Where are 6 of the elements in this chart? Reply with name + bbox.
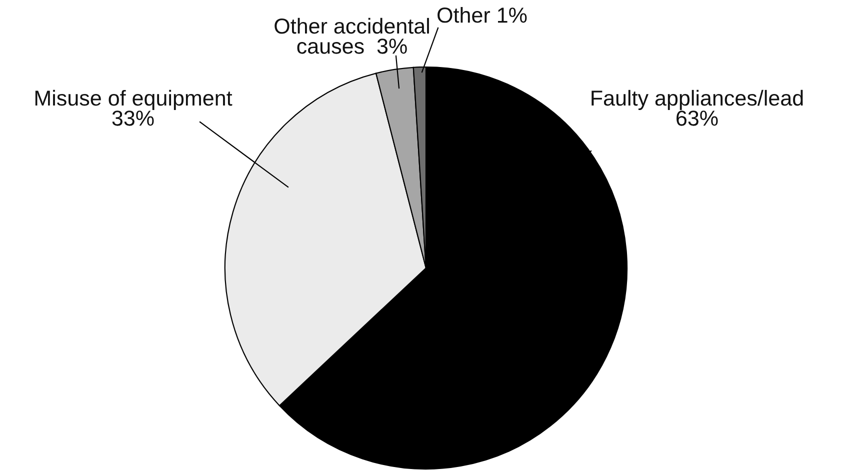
- slice-label: Faulty appliances/lead: [592, 90, 803, 110]
- slice-label: Misuse of equipment: [35, 90, 232, 110]
- slice-label: Other accidental causes 3%: [274, 18, 429, 54]
- slice-label: Other 1%: [438, 6, 527, 23]
- data-label: 63%: [676, 110, 718, 126]
- data-label: 33%: [112, 110, 154, 126]
